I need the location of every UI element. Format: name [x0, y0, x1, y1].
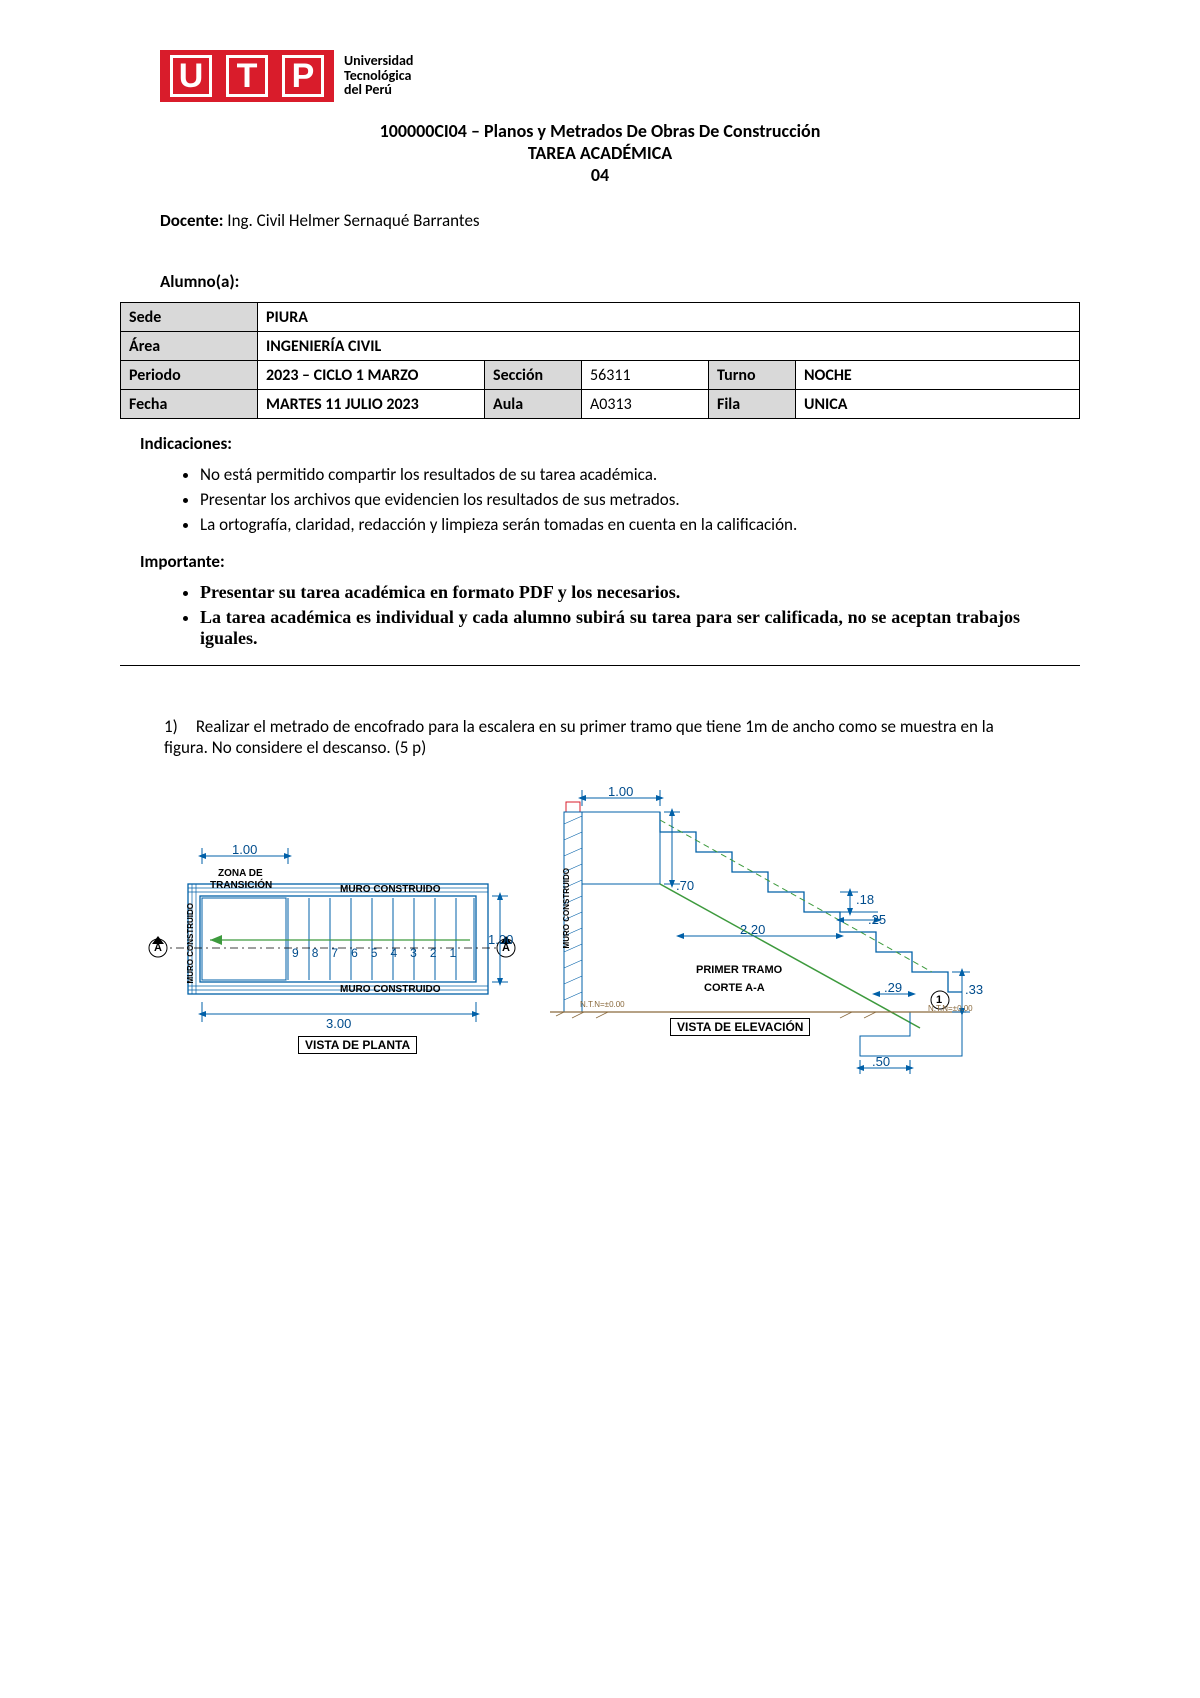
docente-row: Docente: Ing. Civil Helmer Sernaqué Barr…: [160, 210, 1080, 231]
importante-list: Presentar su tarea académica en formato …: [200, 582, 1020, 649]
fecha-label: Fecha: [121, 390, 258, 419]
elev-d29: .29: [884, 980, 902, 995]
fila-label: Fila: [709, 390, 796, 419]
elev-d50: .50: [872, 1054, 890, 1069]
elev-d220: 2.20: [740, 922, 765, 937]
elev-ntn-l: N.T.N=±0.00: [580, 1000, 625, 1009]
plan-a-left: A: [154, 942, 162, 954]
area-label: Área: [121, 332, 258, 361]
sede-label: Sede: [121, 303, 258, 332]
docente-value: Ing. Civil Helmer Sernaqué Barrantes: [227, 210, 479, 231]
plan-muro-bot: MURO CONSTRUIDO: [340, 984, 441, 995]
seccion-value: 56311: [582, 361, 709, 390]
area-value: INGENIERÍA CIVIL: [258, 332, 1080, 361]
elev-d18: .18: [856, 892, 874, 907]
table-row: Área INGENIERÍA CIVIL: [121, 332, 1080, 361]
title-block: 100000CI04 – Planos y Metrados De Obras …: [120, 120, 1080, 186]
aula-label: Aula: [485, 390, 582, 419]
elev-muro: MURO CONSTRUIDO: [562, 868, 571, 948]
docente-label: Docente:: [160, 210, 223, 231]
elev-dim-top: 1.00: [608, 784, 633, 799]
list-item: La ortografía, claridad, redacción y lim…: [200, 514, 1020, 535]
logo-box: U T P: [160, 50, 334, 102]
logo: U T P Universidad Tecnológica del Perú: [160, 50, 1080, 102]
plan-zona: ZONA DE: [218, 868, 263, 879]
course-code: 100000CI04 – Planos y Metrados De Obras …: [120, 120, 1080, 142]
table-row: Fecha MARTES 11 JULIO 2023 Aula A0313 Fi…: [121, 390, 1080, 419]
aula-value: A0313: [582, 390, 709, 419]
seccion-label: Sección: [485, 361, 582, 390]
periodo-label: Periodo: [121, 361, 258, 390]
elev-ntn-r: N.T.N=±0.00: [928, 1004, 973, 1013]
plan-dim-top: 1.00: [232, 842, 257, 857]
elev-d70: .70: [676, 878, 694, 893]
table-row: Periodo 2023 – CICLO 1 MARZO Sección 563…: [121, 361, 1080, 390]
periodo-value: 2023 – CICLO 1 MARZO: [258, 361, 485, 390]
plan-step-numbers: 987654321: [292, 946, 469, 960]
elev-marker1: 1: [936, 994, 942, 1006]
list-item: Presentar los archivos que evidencien lo…: [200, 489, 1020, 510]
divider: [120, 665, 1080, 666]
figure: 1.00 ZONA DE TRANSICIÓN MURO CONSTRUIDO …: [140, 788, 970, 1078]
question-number: 1): [164, 716, 192, 737]
plan-muro-left: MURO CONSTRUIDO: [186, 903, 195, 983]
elev-primer: PRIMER TRAMO: [696, 964, 782, 976]
question-1: 1) Realizar el metrado de encofrado para…: [164, 716, 1030, 758]
info-table: Sede PIURA Área INGENIERÍA CIVIL Periodo…: [120, 302, 1080, 419]
logo-sub3: del Perú: [344, 83, 413, 98]
doc-title: TAREA ACADÉMICA: [120, 142, 1080, 164]
figure-svg: [140, 788, 970, 1078]
list-item: La tarea académica es individual y cada …: [200, 607, 1020, 649]
logo-subtitle: Universidad Tecnológica del Perú: [344, 54, 413, 98]
table-row: Sede PIURA: [121, 303, 1080, 332]
elev-d33: .33: [965, 982, 983, 997]
sede-value: PIURA: [258, 303, 1080, 332]
plan-muro-top: MURO CONSTRUIDO: [340, 884, 441, 895]
plan-a-right: A: [502, 942, 510, 954]
list-item: No está permitido compartir los resultad…: [200, 464, 1020, 485]
elev-label: VISTA DE ELEVACIÓN: [670, 1018, 810, 1036]
logo-letter-p: P: [282, 55, 324, 97]
plan-dim-bot: 3.00: [326, 1016, 351, 1031]
list-item: Presentar su tarea académica en formato …: [200, 582, 1020, 603]
elev-d25: .25: [868, 912, 886, 927]
doc-number: 04: [120, 164, 1080, 186]
question-text: Realizar el metrado de encofrado para la…: [164, 716, 994, 758]
fecha-value: MARTES 11 JULIO 2023: [258, 390, 485, 419]
turno-label: Turno: [709, 361, 796, 390]
plan-label: VISTA DE PLANTA: [298, 1036, 417, 1054]
alumno-label: Alumno(a):: [160, 271, 1080, 292]
indicaciones-heading: Indicaciones:: [140, 433, 1080, 454]
fila-value: UNICA: [796, 390, 1080, 419]
importante-heading: Importante:: [140, 551, 1080, 572]
logo-letter-u: U: [170, 55, 212, 97]
logo-letter-t: T: [226, 55, 268, 97]
elev-corte: CORTE A-A: [704, 982, 765, 994]
plan-trans: TRANSICIÓN: [210, 880, 272, 891]
turno-value: NOCHE: [796, 361, 1080, 390]
indicaciones-list: No está permitido compartir los resultad…: [200, 464, 1020, 535]
